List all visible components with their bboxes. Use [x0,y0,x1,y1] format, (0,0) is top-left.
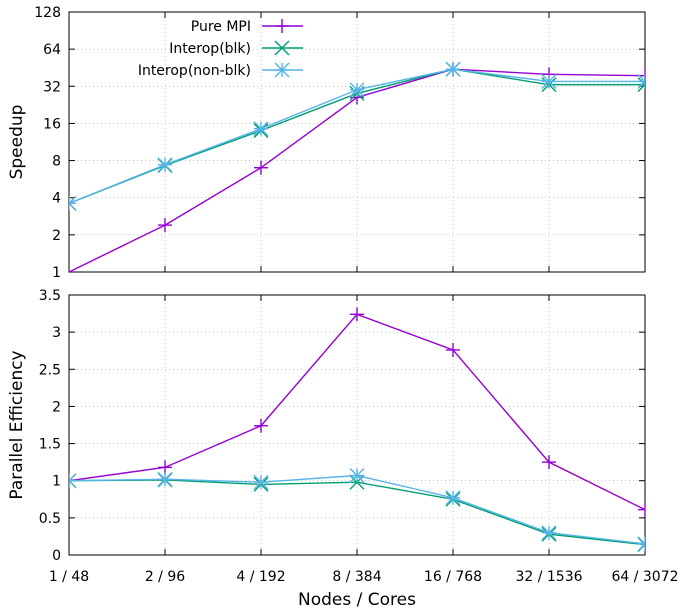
data-point [157,471,173,487]
y-tick-label: 0 [52,548,61,564]
plot-frame [68,11,646,273]
data-point [637,77,645,93]
y-tick-label: 0.5 [39,511,61,527]
data-point [445,490,461,506]
y-axis-title: Parallel Efficiency [7,350,27,499]
data-point [69,265,76,272]
y-tick-label: 1 [52,265,61,281]
plot-area [69,61,645,272]
x-tick-label: 32 / 1536 [515,569,582,585]
marker-stroke [637,536,645,545]
marker-stroke [253,474,269,490]
marker-stroke [274,40,290,56]
legend: Pure MPI Interop(blk) Interop(non-blk) [138,19,303,79]
x-tick-label: 64 / 3072 [611,569,678,585]
data-point [254,418,268,433]
x-tick-label: 8 / 384 [332,569,381,585]
marker-stroke [637,83,645,93]
y-tick-label: 128 [34,5,61,21]
x-tick-label: 16 / 768 [424,569,482,585]
marker-stroke [541,73,557,89]
data-point [446,342,460,357]
data-point [254,160,268,175]
marker-stroke [69,473,77,482]
plot-frame [68,294,646,556]
marker-stroke [445,490,461,506]
marker-stroke [637,542,645,552]
series-line-1 [69,479,645,546]
y-tick-label: 2 [52,399,61,415]
marker-stroke [69,195,77,205]
data-point [350,307,364,322]
x-axis-title: Nodes / Cores [298,590,416,610]
y-tick-label: 64 [43,42,61,58]
marker-stroke [253,121,269,137]
series-line-2 [69,474,645,545]
marker-stroke [274,62,290,78]
y-tick-label: 2.5 [39,362,61,378]
legend-marker [274,40,290,56]
plot-area [69,307,645,553]
y-tick-label: 3 [52,325,61,341]
y-tick-label: 8 [52,154,61,170]
y-tick-label: 1 [52,474,61,490]
legend-label: Pure MPI [191,19,251,35]
data-point [69,473,77,489]
data-point [445,61,461,77]
legend-label: Interop(non-blk) [138,63,251,79]
data-point [637,536,645,552]
marker-stroke [637,80,645,89]
data-point [158,218,172,233]
data-point [637,73,645,89]
data-point [253,121,269,137]
data-point [541,525,557,541]
y-tick-label: 2 [52,228,61,244]
data-point [542,455,556,470]
marker-stroke [157,471,173,487]
marker-stroke [445,61,461,77]
marker-stroke [637,73,645,83]
y-tick-label: 32 [43,79,61,95]
data-point [158,460,172,475]
legend-marker [275,19,289,33]
data-point [638,68,645,83]
x-tick-label: 4 / 192 [236,569,285,585]
marker-stroke [349,82,365,98]
y-tick-label: 16 [43,116,61,132]
marker-stroke [541,525,557,541]
efficiency-chart: 0 0.5 1 1.5 2 2.5 3 3.5 1 / 48 2 / 96 4 / 192 8 / 3… [7,288,679,610]
marker-stroke [69,202,77,211]
data-point [349,468,365,484]
y-tick-label: 3.5 [39,288,61,304]
marker-stroke [69,479,77,489]
data-point [157,157,173,173]
y-axis-title: Speedup [7,105,27,180]
y-tick-label: 4 [52,191,61,207]
speedup-chart: 1 2 4 8 16 32 64 128 Speedup Pure MPI Interop(blk)… [7,5,646,281]
x-tick-label: 1 / 48 [49,569,89,585]
data-point [349,82,365,98]
data-point [541,73,557,89]
legend-label: Interop(blk) [169,41,251,57]
data-point [253,474,269,490]
marker-stroke [349,468,365,484]
marker-stroke [157,157,173,173]
data-point [638,502,645,517]
marker-stroke [637,77,645,86]
data-point [69,195,77,211]
legend-marker [274,62,290,78]
x-tick-label: 2 / 96 [145,569,185,585]
y-tick-label: 1.5 [39,437,61,453]
